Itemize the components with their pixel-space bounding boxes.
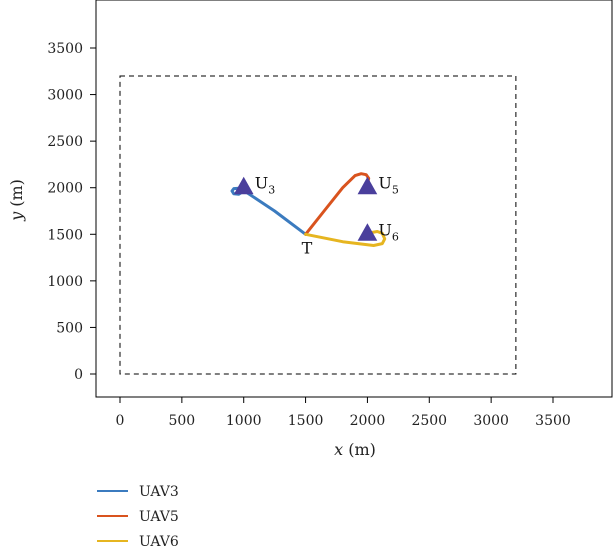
x-tick-label: 1000 <box>226 413 262 429</box>
series-uav6-path <box>304 230 387 247</box>
legend: UAV3 UAV5 UAV6 <box>97 484 179 550</box>
y-ticks: 0 500 1000 1500 2000 2500 3000 3500 <box>47 41 96 383</box>
y-tick-label: 500 <box>56 320 83 336</box>
y-tick-label: 0 <box>74 367 83 383</box>
boundary-rectangle <box>119 75 517 375</box>
marker-u3-triangle <box>233 176 254 195</box>
y-tick-label: 2500 <box>47 134 83 150</box>
legend-label-uav3: UAV3 <box>139 484 179 500</box>
y-tick-label: 1000 <box>47 274 83 290</box>
y-tick-label: 2000 <box>47 181 83 197</box>
y-tick-label: 1500 <box>47 227 83 243</box>
x-tick-label: 3000 <box>473 413 509 429</box>
x-tick-label: 500 <box>168 413 195 429</box>
series-uav5-path <box>304 172 371 236</box>
plot-frame <box>95 0 613 398</box>
marker-u6-triangle <box>357 223 378 241</box>
marker-u3-label: U3 <box>255 174 275 197</box>
x-tick-label: 2500 <box>411 413 447 429</box>
marker-u6-label: U6 <box>378 220 398 243</box>
target-label: T <box>302 238 313 257</box>
x-tick-label: 2000 <box>350 413 386 429</box>
boundary-rect <box>119 75 517 375</box>
x-axis-label: x (m) <box>334 440 376 459</box>
marker-u5-label: U5 <box>378 174 398 197</box>
y-axis-label: y (m) <box>7 179 26 222</box>
legend-label-uav6: UAV6 <box>139 534 179 550</box>
x-tick-label: 3500 <box>535 413 571 429</box>
x-ticks: 0 500 1000 1500 2000 2500 3000 3500 <box>116 397 571 429</box>
y-tick-label: 3000 <box>47 88 83 104</box>
x-tick-label: 1500 <box>288 413 324 429</box>
x-tick-label: 0 <box>116 413 125 429</box>
legend-label-uav5: UAV5 <box>139 509 179 525</box>
marker-u5-triangle <box>357 176 378 195</box>
y-tick-label: 3500 <box>47 41 83 57</box>
markers: U3 U5 U6 T <box>233 174 399 257</box>
